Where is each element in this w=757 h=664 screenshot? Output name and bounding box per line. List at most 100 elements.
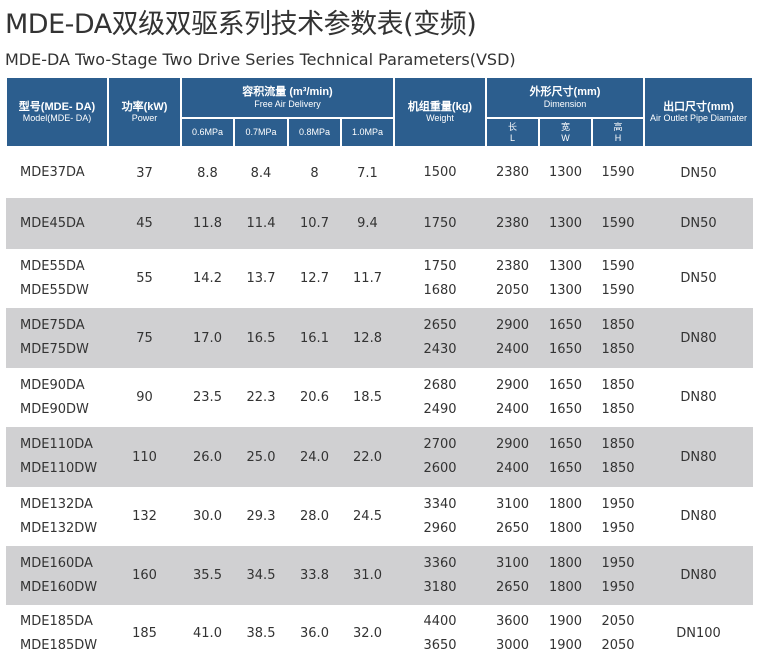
cell-power: 45 bbox=[108, 198, 181, 249]
W-value: 1650 bbox=[548, 401, 583, 417]
cell-flow: 7.1 bbox=[357, 165, 378, 181]
W-value: 1650 bbox=[548, 342, 583, 357]
cell-H: 1950 1950 bbox=[592, 487, 644, 546]
H-value: 1950 bbox=[601, 579, 635, 595]
weight-value: 1500 bbox=[423, 165, 457, 180]
L-value: 2900 bbox=[495, 377, 530, 393]
models-value: MDE55DW bbox=[20, 282, 89, 298]
cell-flow: 38.5 bbox=[246, 626, 276, 641]
cell-W: 1650 1650 bbox=[539, 427, 593, 487]
W-value: 1300 bbox=[548, 165, 583, 180]
cell-L: 3600 3000 bbox=[486, 605, 539, 662]
cell-flow: 13.7 bbox=[246, 271, 276, 286]
cell-flow: 30.0 bbox=[193, 509, 222, 524]
cell-power: 185 bbox=[132, 626, 157, 641]
L-value: 2650 bbox=[495, 520, 530, 536]
cell-flow: 24.0 bbox=[288, 427, 341, 487]
L-value: 3600 bbox=[495, 613, 530, 629]
cell-L: 3100 2650 bbox=[486, 546, 540, 605]
W-value: 1650 bbox=[548, 377, 583, 393]
cell-flow: 25.0 bbox=[234, 427, 288, 487]
cell-weight: 2700 2600 bbox=[394, 427, 487, 487]
cell-power: 55 bbox=[136, 271, 153, 286]
cell-power: 160 bbox=[108, 546, 181, 605]
weight-value: 1750 bbox=[423, 215, 457, 231]
H-value: 1850 bbox=[601, 318, 635, 333]
models-value: MDE90DW bbox=[20, 401, 89, 417]
cell-flow: 16.5 bbox=[234, 308, 288, 368]
cell-L: 2900 2400 bbox=[486, 368, 539, 427]
cell-flow: 35.5 bbox=[181, 546, 234, 605]
cell-H: 1590 bbox=[592, 147, 644, 198]
cell-outlet: DN50 bbox=[680, 271, 717, 286]
cell-flow: 22.0 bbox=[341, 427, 395, 487]
W-value: 1650 bbox=[548, 318, 583, 333]
L-value: 2380 bbox=[495, 215, 530, 231]
cell-flow: 10.7 bbox=[288, 198, 341, 249]
L-value: 2380 bbox=[495, 258, 530, 274]
cell-H: 2050 2050 bbox=[592, 605, 644, 662]
weight-value: 2600 bbox=[423, 461, 457, 476]
W-value: 1900 bbox=[548, 637, 583, 653]
weight-value: 3180 bbox=[423, 579, 457, 595]
cell-power: 132 bbox=[132, 509, 157, 524]
cell-weight: 1750 bbox=[394, 198, 487, 249]
cell-power: 90 bbox=[136, 390, 153, 405]
spec-table: 型号(MDE- DA) Model(MDE- DA) 功率(kW) Power 容积… bbox=[5, 78, 755, 662]
H-value: 1950 bbox=[601, 496, 635, 512]
cell-flow: 41.0 bbox=[193, 626, 222, 641]
cell-flow: 9.4 bbox=[341, 198, 395, 249]
L-value: 2050 bbox=[495, 282, 530, 298]
cell-flow: 11.4 bbox=[234, 198, 288, 249]
cell-flow: 11.7 bbox=[353, 271, 382, 286]
cell-weight: 4400 3650 bbox=[394, 605, 486, 662]
L-value: 3100 bbox=[495, 496, 530, 512]
table-row: MDE45DA 45 11.8 11.4 10.7 9.4 1750 2380 1300 1590… bbox=[6, 198, 754, 249]
cell-outlet: DN50 bbox=[680, 165, 717, 181]
weight-value: 3340 bbox=[423, 496, 457, 512]
L-value: 2900 bbox=[495, 318, 530, 333]
header-flow-06: 0.6MPa bbox=[180, 118, 235, 148]
cell-W: 1800 1800 bbox=[539, 487, 592, 546]
weight-value: 2960 bbox=[423, 520, 457, 536]
H-value: 1590 bbox=[601, 258, 635, 274]
cell-L: 2380 bbox=[486, 198, 540, 249]
cell-weight: 2680 2490 bbox=[394, 368, 486, 427]
H-value: 1590 bbox=[601, 165, 635, 180]
cell-power: 110 bbox=[108, 427, 181, 487]
cell-outlet: DN50 bbox=[644, 198, 754, 249]
cell-flow: 28.0 bbox=[300, 509, 329, 524]
W-value: 1650 bbox=[548, 437, 583, 452]
cell-weight: 3340 2960 bbox=[394, 487, 486, 546]
page-subtitle: MDE-DA Two-Stage Two Drive Series Techni… bbox=[5, 50, 516, 69]
models-value: MDE110DW bbox=[20, 461, 98, 476]
cell-H: 1590 1590 bbox=[592, 249, 644, 308]
cell-W: 1900 1900 bbox=[539, 605, 592, 662]
cell-models: MDE75DA MDE75DW bbox=[6, 308, 108, 368]
models-value: MDE37DA bbox=[20, 165, 85, 180]
cell-flow: 14.2 bbox=[193, 271, 222, 286]
cell-outlet: DN80 bbox=[680, 509, 717, 524]
cell-flow: 34.5 bbox=[234, 546, 288, 605]
cell-weight: 3360 3180 bbox=[394, 546, 487, 605]
cell-power: 75 bbox=[108, 308, 181, 368]
weight-value: 2700 bbox=[423, 437, 457, 452]
weight-value: 1680 bbox=[423, 282, 457, 298]
cell-L: 2380 2050 bbox=[486, 249, 539, 308]
weight-value: 1750 bbox=[423, 258, 457, 274]
models-value: MDE160DW bbox=[20, 579, 98, 595]
models-value: MDE75DW bbox=[20, 342, 89, 357]
cell-flow: 24.5 bbox=[353, 509, 382, 524]
cell-outlet: DN100 bbox=[676, 626, 721, 641]
cell-flow: 12.8 bbox=[341, 308, 395, 368]
H-value: 1590 bbox=[601, 215, 635, 231]
cell-models: MDE185DA MDE185DW bbox=[6, 605, 108, 662]
header-power: 功率(kW) Power bbox=[107, 78, 182, 148]
cell-outlet: DN80 bbox=[644, 308, 754, 368]
weight-value: 3360 bbox=[423, 555, 457, 571]
L-value: 3100 bbox=[495, 555, 530, 571]
H-value: 2050 bbox=[601, 637, 635, 653]
cell-W: 1800 1800 bbox=[539, 546, 593, 605]
